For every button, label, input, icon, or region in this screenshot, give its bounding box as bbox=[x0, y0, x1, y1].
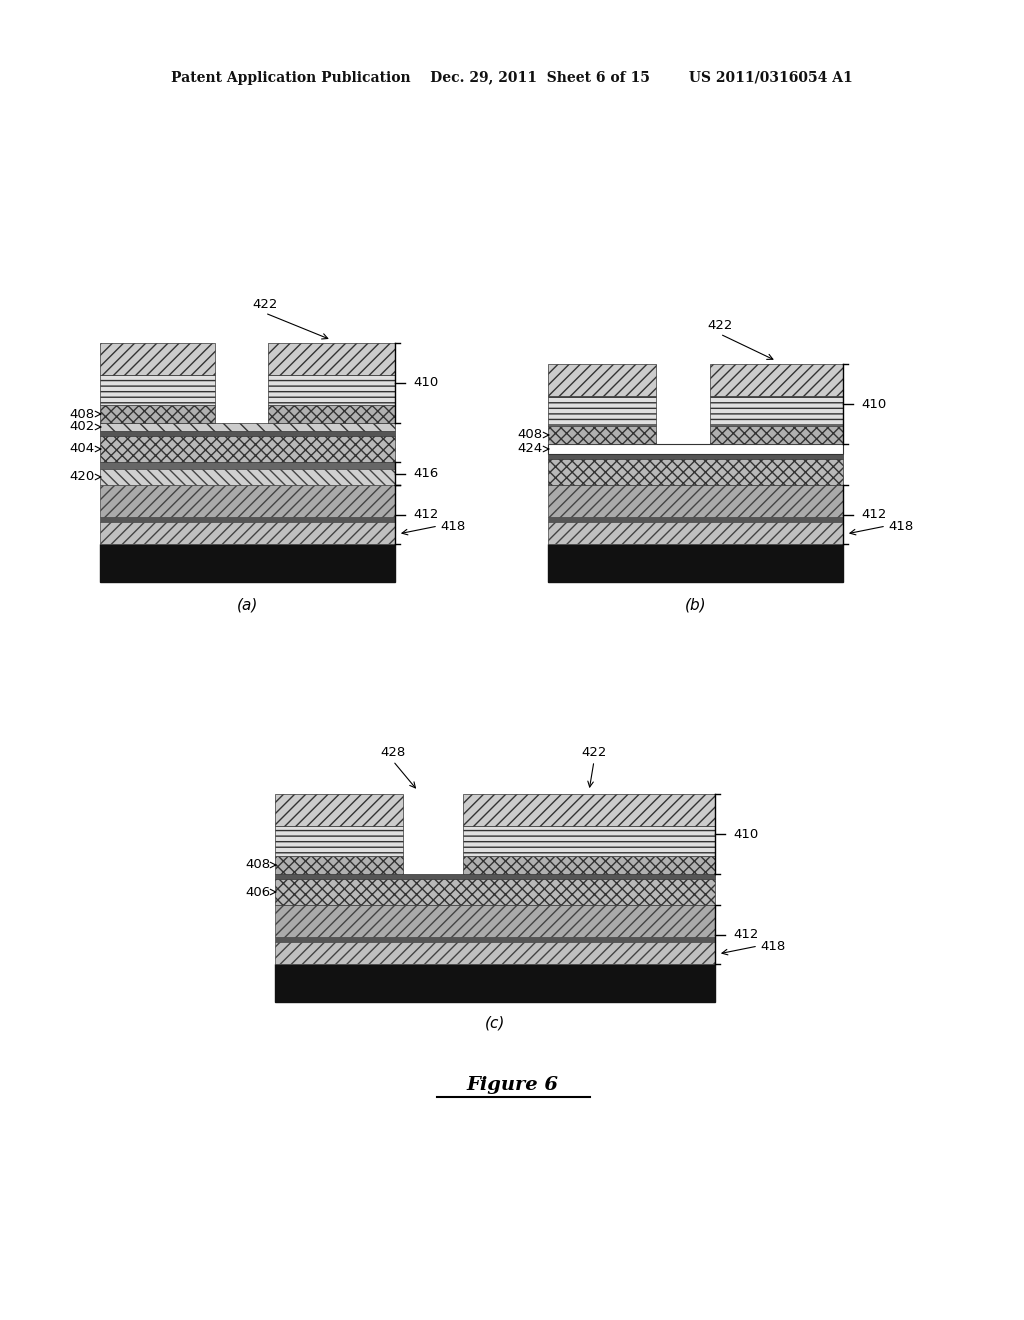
Bar bbox=[100, 484, 395, 517]
Text: Patent Application Publication    Dec. 29, 2011  Sheet 6 of 15        US 2011/03: Patent Application Publication Dec. 29, … bbox=[171, 71, 853, 84]
Bar bbox=[275, 855, 403, 874]
Bar bbox=[275, 964, 715, 1002]
Text: 420: 420 bbox=[70, 470, 95, 483]
Text: 422: 422 bbox=[582, 746, 606, 759]
Text: 408: 408 bbox=[245, 858, 270, 871]
Bar bbox=[100, 462, 395, 469]
Bar bbox=[710, 364, 843, 396]
Bar bbox=[100, 469, 395, 484]
Text: 402: 402 bbox=[70, 421, 95, 433]
Bar bbox=[548, 521, 843, 544]
Bar bbox=[710, 426, 843, 444]
Text: 428: 428 bbox=[380, 746, 406, 759]
Text: 416: 416 bbox=[413, 467, 438, 480]
Bar bbox=[100, 375, 215, 405]
Bar bbox=[100, 422, 395, 432]
Bar bbox=[275, 874, 715, 879]
Bar bbox=[548, 444, 843, 454]
Text: 408: 408 bbox=[518, 429, 543, 441]
Text: 422: 422 bbox=[708, 319, 733, 333]
Text: (c): (c) bbox=[484, 1015, 505, 1030]
Text: 412: 412 bbox=[413, 508, 438, 521]
Text: 424: 424 bbox=[518, 442, 543, 455]
Bar bbox=[548, 426, 656, 444]
Bar bbox=[548, 517, 843, 521]
Text: 418: 418 bbox=[440, 520, 465, 532]
Bar bbox=[275, 942, 715, 964]
Bar bbox=[275, 937, 715, 942]
Text: 408: 408 bbox=[70, 408, 95, 421]
Bar bbox=[275, 795, 403, 826]
Text: 406: 406 bbox=[245, 886, 270, 899]
Bar bbox=[548, 484, 843, 517]
Bar bbox=[100, 436, 395, 462]
Bar bbox=[100, 343, 215, 375]
Text: 410: 410 bbox=[733, 828, 758, 841]
Bar bbox=[710, 396, 843, 426]
Text: 422: 422 bbox=[252, 298, 278, 312]
Bar bbox=[275, 879, 715, 906]
Bar bbox=[100, 432, 395, 436]
Text: 418: 418 bbox=[888, 520, 913, 532]
Text: (b): (b) bbox=[685, 597, 707, 612]
Bar bbox=[463, 855, 715, 874]
Bar bbox=[548, 544, 843, 582]
Bar bbox=[268, 375, 395, 405]
Bar bbox=[548, 459, 843, 484]
Bar bbox=[463, 826, 715, 855]
Bar bbox=[100, 521, 395, 544]
Bar bbox=[100, 405, 215, 422]
Text: 410: 410 bbox=[413, 376, 438, 389]
Bar bbox=[275, 826, 403, 855]
Bar bbox=[548, 364, 656, 396]
Bar bbox=[548, 396, 656, 426]
Text: Figure 6: Figure 6 bbox=[466, 1076, 558, 1094]
Text: (a): (a) bbox=[237, 597, 258, 612]
Bar bbox=[275, 906, 715, 937]
Text: 410: 410 bbox=[861, 397, 886, 411]
Bar bbox=[268, 343, 395, 375]
Bar bbox=[463, 795, 715, 826]
Bar bbox=[548, 454, 843, 459]
Bar bbox=[100, 517, 395, 521]
Bar bbox=[268, 405, 395, 422]
Text: 412: 412 bbox=[861, 508, 887, 521]
Text: 418: 418 bbox=[760, 940, 785, 953]
Text: 412: 412 bbox=[733, 928, 759, 941]
Bar bbox=[100, 544, 395, 582]
Text: 404: 404 bbox=[70, 442, 95, 455]
